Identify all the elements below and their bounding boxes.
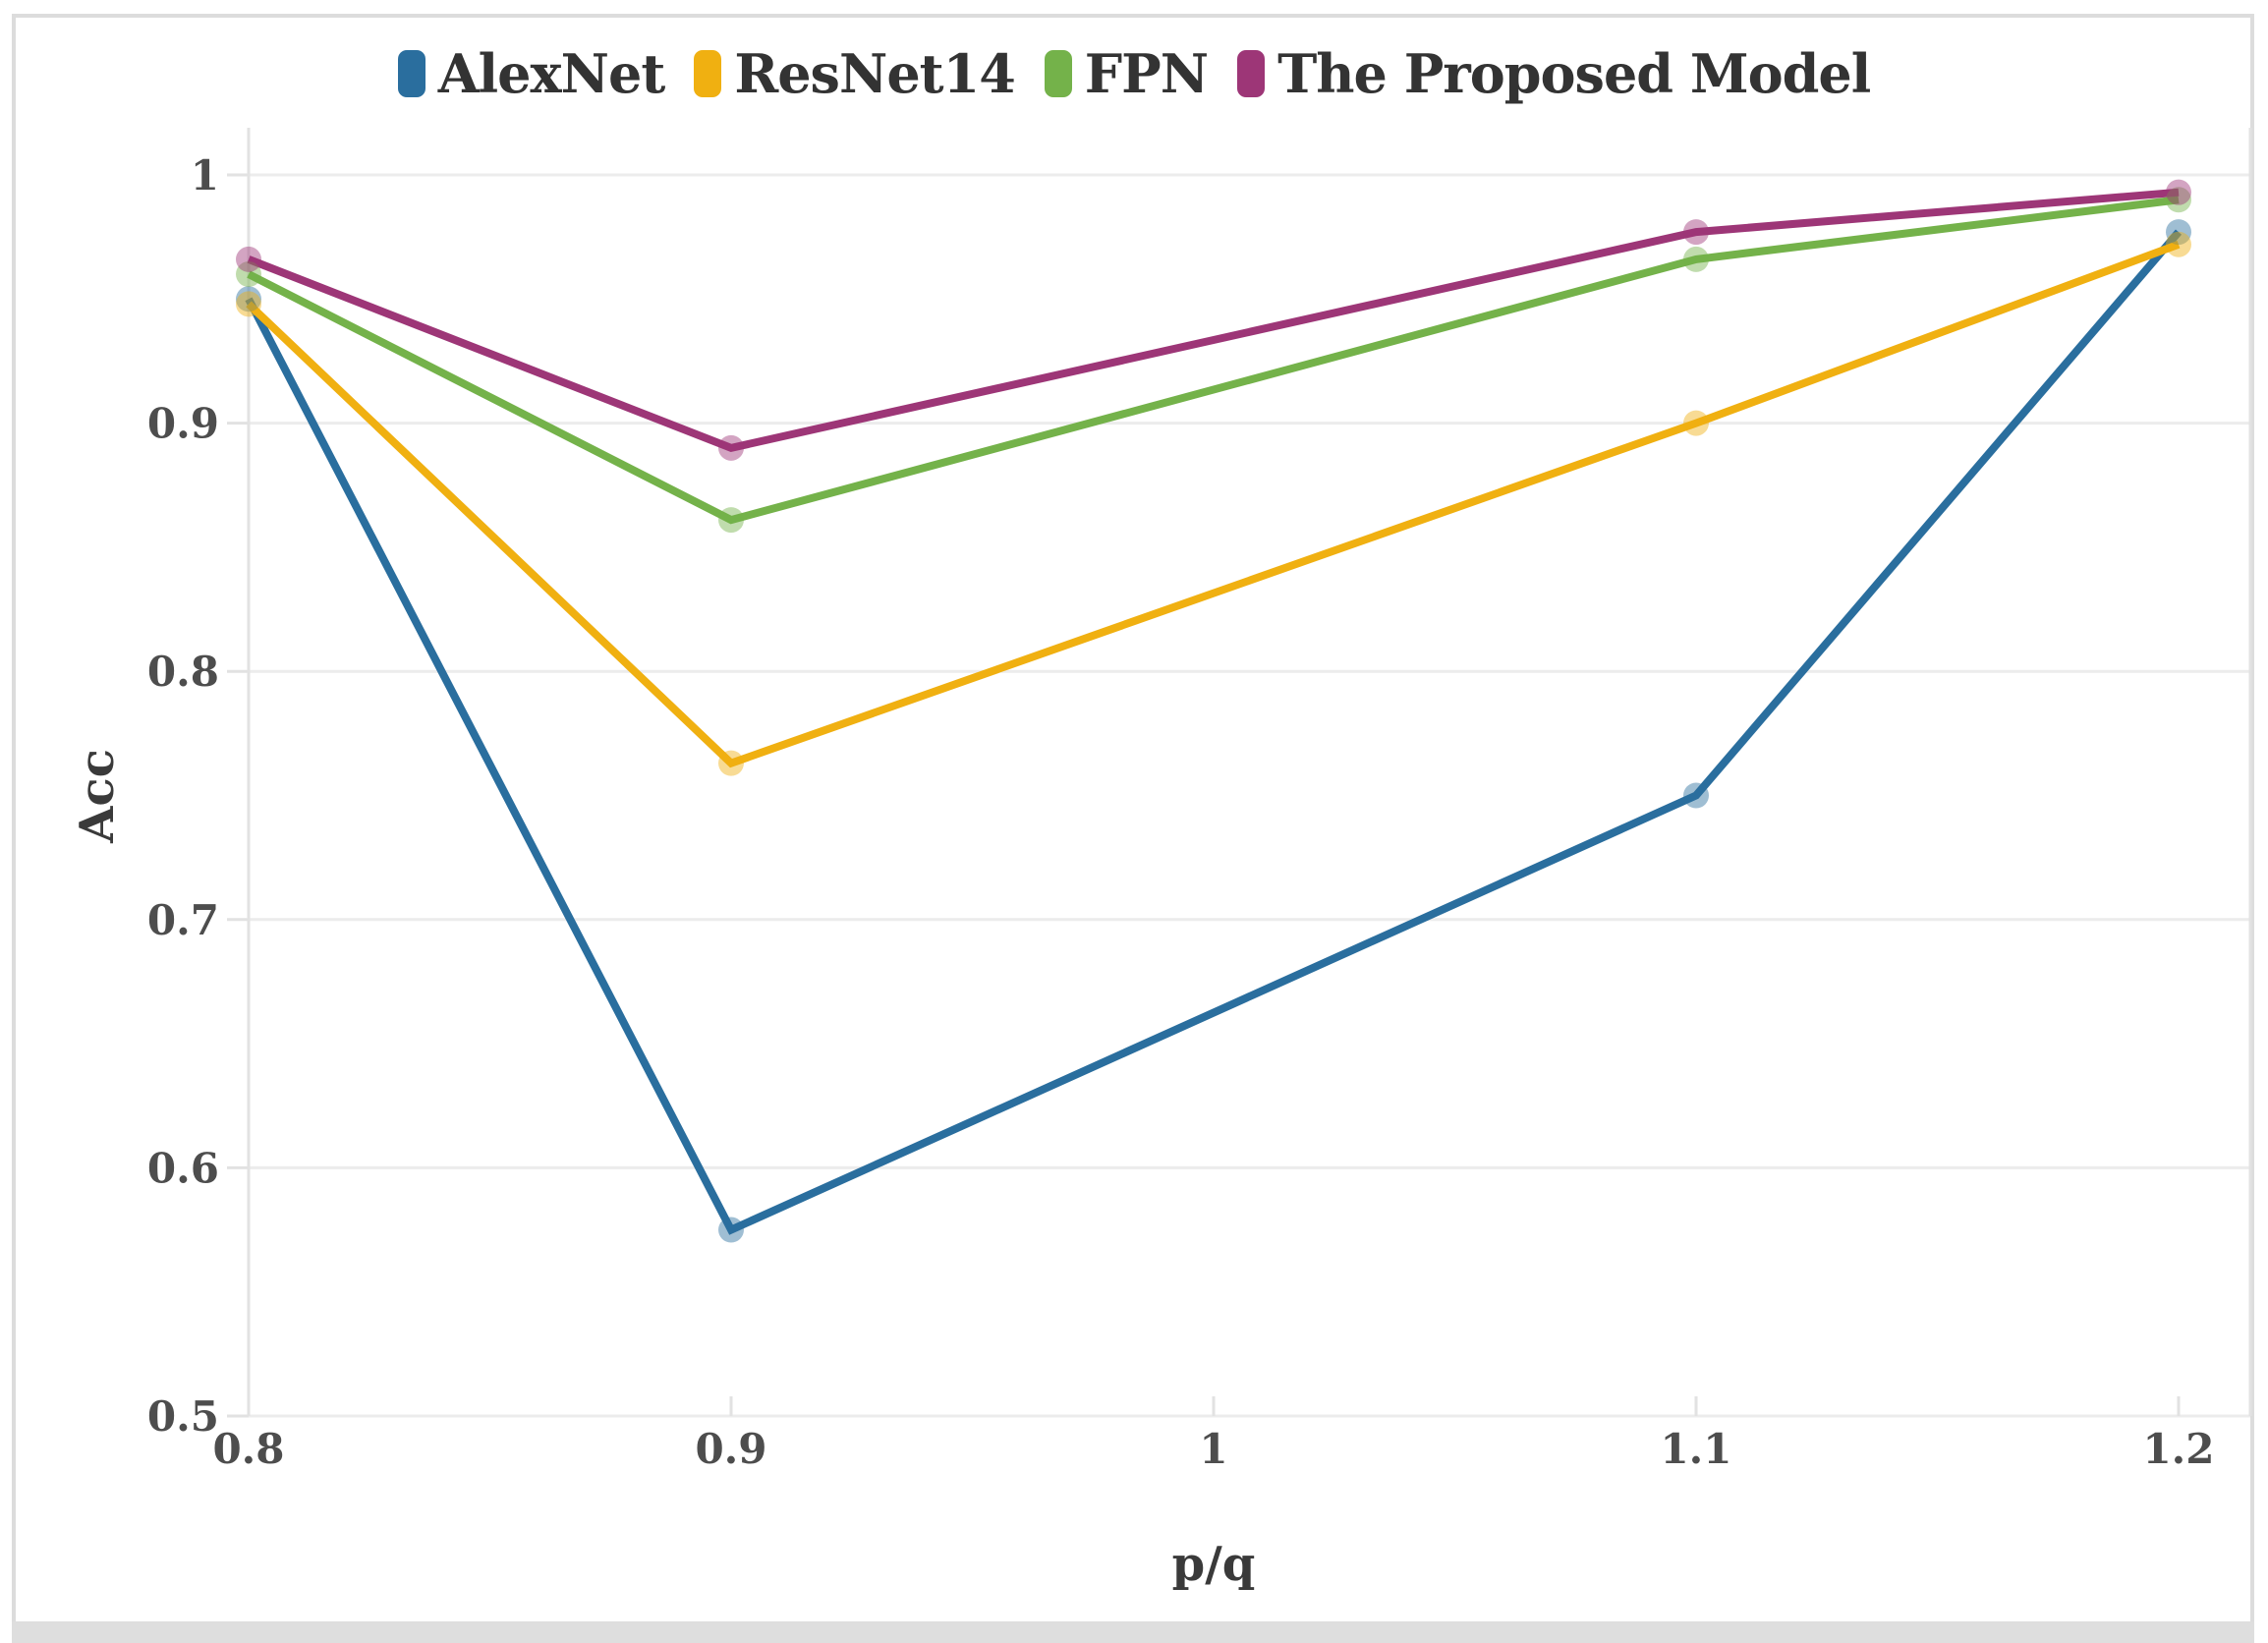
legend-item-fpn[interactable]: FPN: [1044, 42, 1209, 105]
legend-swatch-fpn: [1044, 50, 1072, 97]
data-point-alexnet-x1.2[interactable]: [2166, 219, 2191, 246]
legend-label-alexnet: AlexNet: [437, 42, 666, 105]
data-point-alexnet-x0.8[interactable]: [236, 286, 261, 312]
data-point-resnet14-x0.9[interactable]: [718, 750, 744, 776]
y-tick-label-1: 1: [191, 151, 219, 199]
legend-swatch-alexnet: [397, 50, 425, 97]
x-tick-label-1.2: 1.2: [2142, 1425, 2214, 1473]
legend-label-resnet14: ResNet14: [734, 42, 1015, 105]
legend-label-fpn: FPN: [1084, 42, 1209, 105]
chart-container: [12, 14, 2254, 1643]
series-line-resnet14: [246, 240, 2181, 768]
series-line-alexnet: [245, 229, 2183, 1235]
legend-swatch-the-proposed-model: [1237, 50, 1266, 97]
y-tick-label-0.6: 0.6: [147, 1144, 219, 1192]
data-point-fpn-x0.8[interactable]: [236, 261, 261, 288]
grid-layer: [227, 128, 2252, 1418]
y-tick-label-0.5: 0.5: [147, 1392, 219, 1441]
chart-legend: AlexNet ResNet14 FPN The Proposed Model: [0, 47, 2268, 100]
data-point-the-proposed-model-x0.9[interactable]: [718, 434, 744, 461]
x-axis-title: p/q: [1172, 1537, 1256, 1592]
y-axis-title: Acc: [70, 749, 125, 844]
data-point-fpn-x0.9[interactable]: [718, 507, 744, 534]
legend-item-the-proposed-model[interactable]: The Proposed Model: [1237, 42, 1871, 105]
series-line-fpn: [247, 196, 2180, 525]
data-point-resnet14-x0.8[interactable]: [236, 291, 261, 317]
x-tick-label-0.8: 0.8: [212, 1425, 284, 1473]
data-point-the-proposed-model-x1.2[interactable]: [2166, 179, 2191, 205]
y-tick-label-0.8: 0.8: [147, 648, 219, 696]
data-point-resnet14-x1.1[interactable]: [1683, 410, 1709, 436]
legend-swatch-resnet14: [694, 50, 722, 97]
x-tick-label-0.9: 0.9: [695, 1425, 766, 1473]
data-point-fpn-x1.2[interactable]: [2166, 187, 2191, 213]
series-layer: [236, 179, 2191, 1243]
tick-label-layer: 0.5 0.6 0.7 0.8 0.9 1 0.8 0.9 1 1.1 1.2: [147, 151, 2215, 1473]
legend-label-the-proposed-model: The Proposed Model: [1277, 42, 1871, 105]
legend-item-resnet14[interactable]: ResNet14: [694, 42, 1016, 105]
data-point-the-proposed-model-x0.8[interactable]: [236, 246, 261, 272]
series-line-the-proposed-model: [247, 188, 2180, 453]
legend-item-alexnet[interactable]: AlexNet: [397, 42, 666, 105]
data-point-alexnet-x0.9[interactable]: [718, 1217, 744, 1243]
data-point-resnet14-x1.2[interactable]: [2166, 231, 2191, 257]
x-tick-label-1: 1: [1199, 1425, 1227, 1473]
bottom-scrollbar-track: [12, 1621, 2254, 1643]
data-point-fpn-x1.1[interactable]: [1683, 246, 1709, 272]
data-point-alexnet-x1.1[interactable]: [1683, 782, 1709, 809]
y-tick-label-0.9: 0.9: [147, 400, 219, 448]
data-point-the-proposed-model-x1.1[interactable]: [1683, 219, 1709, 246]
y-tick-label-0.7: 0.7: [147, 896, 219, 944]
x-tick-label-1.1: 1.1: [1660, 1425, 1731, 1473]
